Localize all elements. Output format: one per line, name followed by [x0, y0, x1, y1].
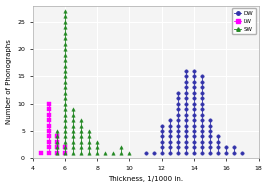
X-axis label: Thickness, 1/1000 in.: Thickness, 1/1000 in.	[108, 177, 183, 182]
Legend: DW, LW, SW: DW, LW, SW	[232, 8, 256, 34]
Y-axis label: Number of Phonographs: Number of Phonographs	[6, 39, 12, 124]
